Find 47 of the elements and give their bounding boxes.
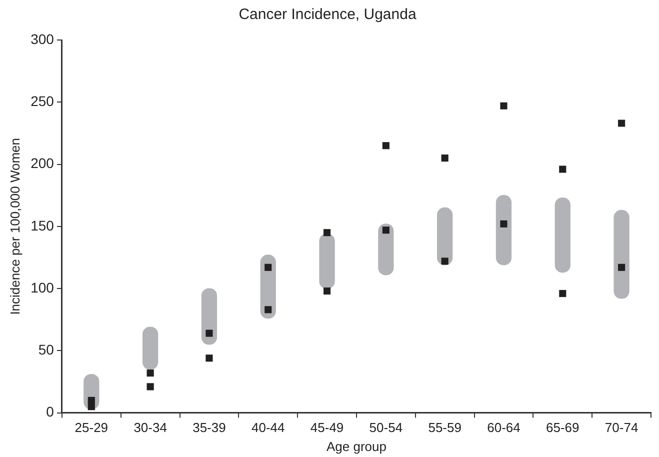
point (500, 220, 508, 228)
point (559, 166, 566, 173)
y-tick-label: 250 (30, 92, 54, 109)
x-tick-label: 70-74 (604, 420, 638, 436)
bar (201, 288, 218, 345)
bar (260, 254, 276, 319)
point (206, 330, 213, 337)
bar (378, 224, 394, 276)
bar (554, 197, 570, 273)
y-tick-label: 300 (30, 30, 54, 47)
bar (496, 195, 512, 266)
point (500, 102, 508, 110)
x-tick-label: 45-49 (310, 420, 344, 436)
point (559, 290, 566, 298)
chart-title: Cancer Incidence, Uganda (238, 6, 417, 24)
bar (437, 207, 453, 266)
point (441, 154, 448, 162)
y-tick-label: 0 (46, 404, 54, 420)
x-tick-label: 60-64 (487, 420, 520, 436)
x-tick-label: 40-44 (252, 420, 285, 436)
point (382, 226, 390, 234)
point (88, 396, 95, 404)
x-tick-label: 30-34 (134, 420, 167, 436)
y-tick-label: 200 (30, 155, 54, 172)
point (206, 354, 213, 362)
point (264, 264, 272, 271)
y-tick-label: 50 (38, 342, 54, 358)
point (382, 142, 390, 150)
point (146, 383, 154, 390)
point (323, 229, 331, 236)
bar (614, 210, 630, 299)
y-tick-label: 150 (30, 217, 54, 234)
y-tick-label: 100 (30, 279, 54, 296)
x-tick-label: 55-59 (428, 420, 462, 436)
y-axis-title: Incidence per 100,000 Women (7, 138, 22, 315)
point (264, 306, 272, 314)
point (146, 370, 154, 377)
point (618, 120, 626, 127)
point (323, 287, 331, 295)
x-tick-label: 50-54 (369, 420, 403, 436)
point (618, 264, 626, 271)
x-tick-label: 25-29 (74, 420, 108, 436)
point (441, 258, 448, 265)
x-tick-label: 35-39 (192, 420, 226, 436)
x-tick-label: 65-69 (546, 420, 580, 436)
bar (319, 234, 335, 289)
x-axis-title: Age group (326, 438, 386, 454)
